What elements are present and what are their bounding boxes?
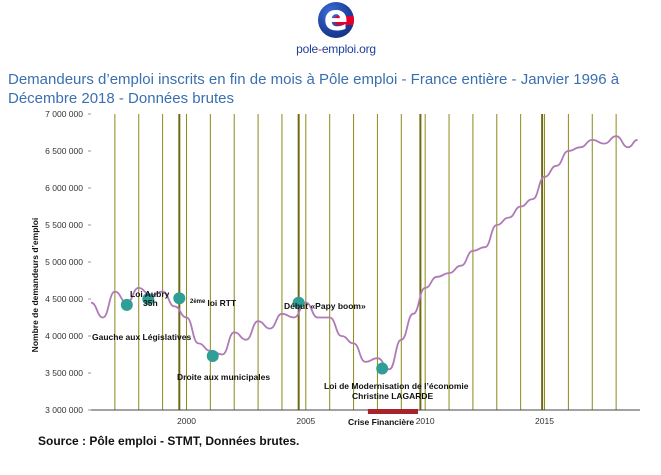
annotation-crise-financiere: Crise Financière: [348, 417, 414, 427]
y-tick-label: 4 000 000: [45, 331, 83, 341]
pole-emploi-e-icon: e: [318, 2, 354, 38]
y-axis: 3 000 000 3 500 000 4 000 000 4 500 000 5 00…: [45, 109, 640, 415]
crisis-band: [367, 409, 419, 414]
annotation-marker: [142, 293, 155, 305]
y-tick-label: 5 000 000: [45, 257, 83, 267]
x-tick-label: 2010: [416, 416, 435, 426]
annotation-markers: [120, 292, 389, 375]
annotation-marker: [376, 362, 389, 375]
annotation-labels: Gauche aux Législatives Loi Aubry 35h 2è…: [92, 289, 469, 427]
annotation-gauche-legislatives: Gauche aux Législatives: [92, 332, 191, 342]
x-tick-label: 2005: [296, 416, 315, 426]
x-axis: 2000 2005 2010 2015: [177, 416, 554, 426]
y-tick-label: 3 500 000: [45, 368, 83, 378]
annotation-marker: [206, 349, 219, 362]
x-tick-label: 2000: [177, 416, 196, 426]
annotation-christine-lagarde: Christine LAGARDE: [352, 391, 434, 401]
y-tick-label: 3 000 000: [45, 405, 83, 415]
annotation-marker: [292, 296, 305, 309]
annotation-droite-municipales: Droite aux municipales: [177, 372, 270, 382]
annotation-loi-modernisation: Loi de Modernisation de l’économie: [324, 381, 469, 391]
x-tick-label: 2015: [535, 416, 554, 426]
annotation-marker: [120, 298, 133, 311]
source-note: Source : Pôle emploi - STMT, Données bru…: [38, 434, 300, 448]
chart-title: Demandeurs d’emploi inscrits en fin de m…: [8, 71, 620, 107]
annotation-loi-aubry: Loi Aubry: [130, 289, 170, 299]
logo-red-bar: [334, 16, 354, 25]
annotation-marker: [173, 292, 186, 305]
y-tick-label: 6 500 000: [45, 146, 83, 156]
y-tick-label: 5 500 000: [45, 220, 83, 230]
y-tick-label: 4 500 000: [45, 294, 83, 304]
y-axis-label: Nombre de demandeurs d’emploi: [30, 218, 40, 353]
annotation-35h: 35h: [143, 298, 158, 308]
vertical-gridlines: [114, 114, 617, 410]
y-tick-label: 7 000 000: [45, 109, 83, 119]
y-tick-label: 6 000 000: [45, 183, 83, 193]
annotation-2eme-loi-rtt: 2ème loi RTT: [190, 298, 237, 308]
annotation-papy-boom: Début «Papy boom»: [284, 301, 366, 311]
pole-emploi-logo[interactable]: e pole-emploi.org: [290, 2, 400, 60]
series-line: [90, 135, 638, 371]
logo-text: pole-emploi.org: [296, 42, 376, 56]
